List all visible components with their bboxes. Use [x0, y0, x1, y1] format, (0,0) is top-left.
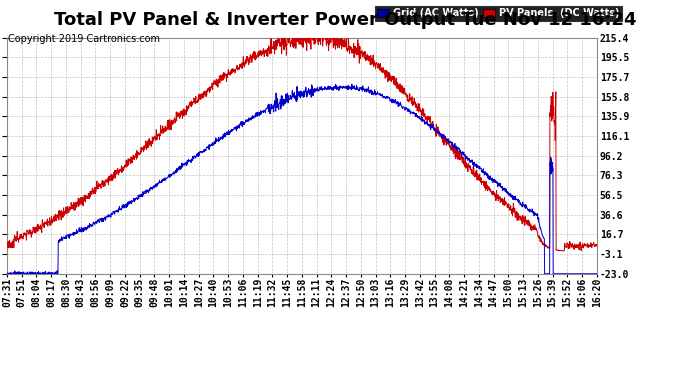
Legend: Grid (AC Watts), PV Panels  (DC Watts): Grid (AC Watts), PV Panels (DC Watts) [375, 6, 622, 21]
Text: Copyright 2019 Cartronics.com: Copyright 2019 Cartronics.com [8, 34, 160, 44]
Text: Total PV Panel & Inverter Power Output Tue Nov 12 16:24: Total PV Panel & Inverter Power Output T… [54, 11, 636, 29]
